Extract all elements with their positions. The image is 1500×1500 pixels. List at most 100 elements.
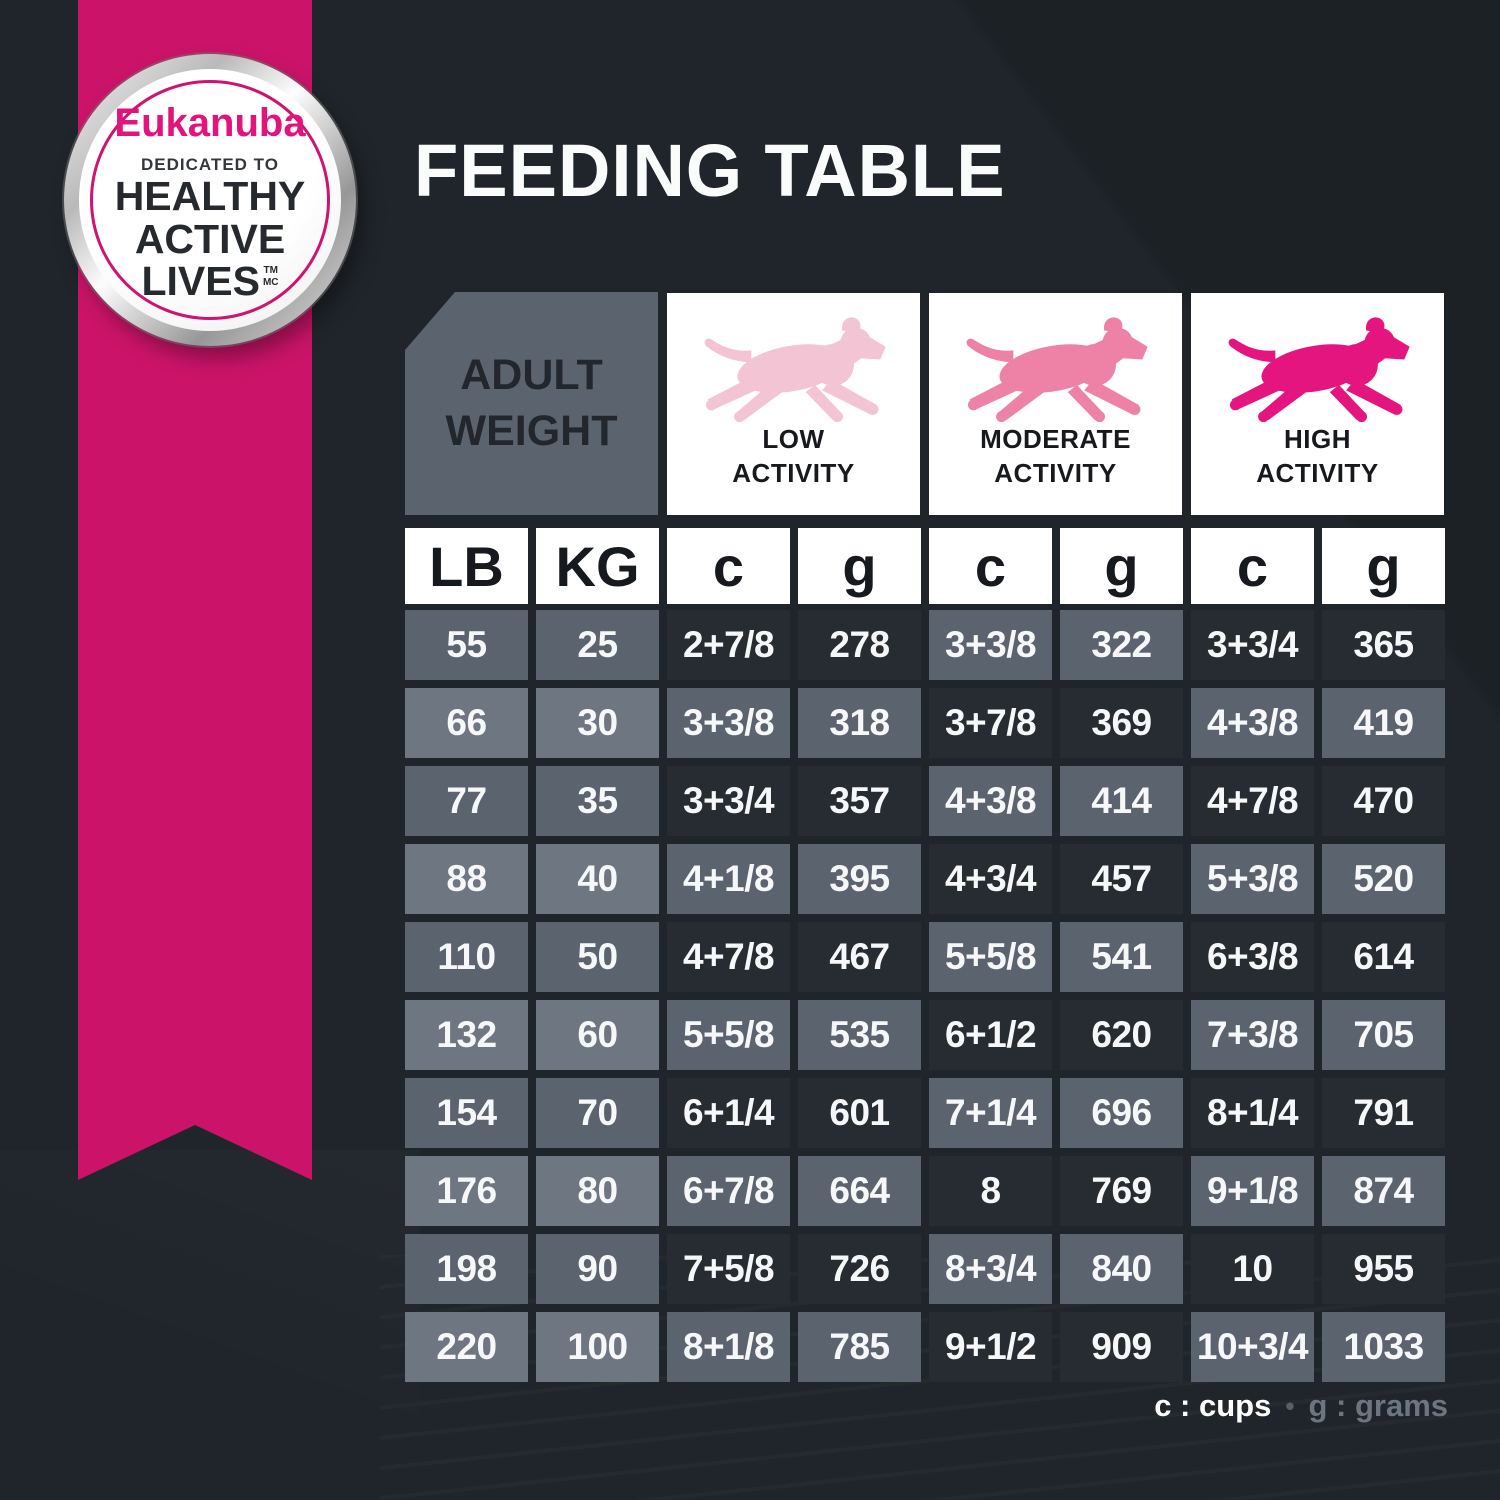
feeding-cell-r8-c1: 176 xyxy=(405,1156,528,1226)
feeding-cell-r5-c5: 5+5/8 xyxy=(929,922,1052,992)
feeding-cell-r8-c5: 8 xyxy=(929,1156,1052,1226)
feeding-cell-r2-c7: 4+3/8 xyxy=(1191,688,1314,758)
feeding-cell-r9-c6: 840 xyxy=(1060,1234,1183,1304)
feeding-data-grid: 55 25 2+7/8 278 3+3/8 322 3+3/4 365 66 30 3+3/8 318… xyxy=(405,610,1445,1382)
feeding-cell-r1-c6: 322 xyxy=(1060,610,1183,680)
feeding-cell-r9-c7: 10 xyxy=(1191,1234,1314,1304)
feeding-cell-r5-c8: 614 xyxy=(1322,922,1445,992)
feeding-cell-r4-c3: 4+1/8 xyxy=(667,844,790,914)
badge-pink-ring xyxy=(90,80,330,320)
feeding-cell-r2-c8: 419 xyxy=(1322,688,1445,758)
feeding-cell-r4-c5: 4+3/4 xyxy=(929,844,1052,914)
adult-weight-line2: WEIGHT xyxy=(445,406,618,455)
feeding-cell-r8-c2: 80 xyxy=(536,1156,659,1226)
feeding-cell-r9-c2: 90 xyxy=(536,1234,659,1304)
feeding-cell-r2-c3: 3+3/8 xyxy=(667,688,790,758)
running-dog-icon xyxy=(1228,317,1410,423)
feeding-cell-r5-c2: 50 xyxy=(536,922,659,992)
feeding-cell-r6-c8: 705 xyxy=(1322,1000,1445,1070)
brand-badge: Eukanuba DEDICATED TO HEALTHY ACTIVE LIV… xyxy=(64,54,356,346)
feeding-cell-r9-c8: 955 xyxy=(1322,1234,1445,1304)
unit-header-grams-moderate: g xyxy=(1060,528,1183,604)
feeding-cell-r9-c4: 726 xyxy=(798,1234,921,1304)
feeding-cell-r1-c8: 365 xyxy=(1322,610,1445,680)
feeding-cell-r7-c8: 791 xyxy=(1322,1078,1445,1148)
feeding-cell-r10-c6: 909 xyxy=(1060,1312,1183,1382)
legend: c : cups • g : grams xyxy=(1154,1388,1448,1424)
badge-active-text: ACTIVE xyxy=(134,215,286,262)
unit-header-grams-high: g xyxy=(1322,528,1445,604)
feeding-cell-r3-c8: 470 xyxy=(1322,766,1445,836)
feeding-cell-r1-c7: 3+3/4 xyxy=(1191,610,1314,680)
feeding-cell-r5-c7: 6+3/8 xyxy=(1191,922,1314,992)
unit-header-cups-high: c xyxy=(1191,528,1314,604)
badge-lives-word: LIVES xyxy=(141,258,260,305)
running-dog-icon xyxy=(704,317,886,423)
feeding-cell-r5-c4: 467 xyxy=(798,922,921,992)
feeding-cell-r9-c3: 7+5/8 xyxy=(667,1234,790,1304)
feeding-cell-r8-c6: 769 xyxy=(1060,1156,1183,1226)
feeding-cell-r9-c1: 198 xyxy=(405,1234,528,1304)
feeding-cell-r5-c1: 110 xyxy=(405,922,528,992)
running-dog-icon xyxy=(966,317,1148,423)
feeding-cell-r7-c7: 8+1/4 xyxy=(1191,1078,1314,1148)
badge-healthy-text: HEALTHY xyxy=(114,173,306,220)
adult-weight-line1: ADULT xyxy=(460,350,603,399)
feeding-cell-r7-c1: 154 xyxy=(405,1078,528,1148)
feeding-cell-r6-c2: 60 xyxy=(536,1000,659,1070)
feeding-cell-r2-c6: 369 xyxy=(1060,688,1183,758)
legend-cups: c : cups xyxy=(1154,1388,1272,1423)
feeding-cell-r1-c1: 55 xyxy=(405,610,528,680)
feeding-cell-r10-c3: 8+1/8 xyxy=(667,1312,790,1382)
activity-label-moderate: MODERATE ACTIVITY xyxy=(980,424,1131,488)
unit-header-lb: LB xyxy=(405,528,528,604)
feeding-cell-r3-c1: 77 xyxy=(405,766,528,836)
feeding-cell-r10-c2: 100 xyxy=(536,1312,659,1382)
feeding-cell-r9-c5: 8+3/4 xyxy=(929,1234,1052,1304)
unit-header-cups-low: c xyxy=(667,528,790,604)
badge-lives-text: LIVES TM MC xyxy=(141,260,278,303)
feeding-cell-r10-c7: 10+3/4 xyxy=(1191,1312,1314,1382)
feeding-cell-r3-c2: 35 xyxy=(536,766,659,836)
feeding-cell-r7-c4: 601 xyxy=(798,1078,921,1148)
legend-grams: g : grams xyxy=(1308,1388,1448,1423)
feeding-cell-r8-c7: 9+1/8 xyxy=(1191,1156,1314,1226)
feeding-cell-r6-c5: 6+1/2 xyxy=(929,1000,1052,1070)
feeding-cell-r1-c3: 2+7/8 xyxy=(667,610,790,680)
feeding-cell-r4-c1: 88 xyxy=(405,844,528,914)
feeding-cell-r5-c6: 541 xyxy=(1060,922,1183,992)
feeding-cell-r5-c3: 4+7/8 xyxy=(667,922,790,992)
feeding-cell-r3-c7: 4+7/8 xyxy=(1191,766,1314,836)
feeding-cell-r10-c4: 785 xyxy=(798,1312,921,1382)
feeding-cell-r4-c2: 40 xyxy=(536,844,659,914)
trademark-mark: TM MC xyxy=(262,265,279,288)
feeding-cell-r4-c6: 457 xyxy=(1060,844,1183,914)
feeding-cell-r1-c4: 278 xyxy=(798,610,921,680)
feeding-cell-r4-c8: 520 xyxy=(1322,844,1445,914)
feeding-cell-r3-c4: 357 xyxy=(798,766,921,836)
feeding-cell-r3-c6: 414 xyxy=(1060,766,1183,836)
feeding-cell-r3-c3: 3+3/4 xyxy=(667,766,790,836)
unit-header-row: LB KG c g c g c g xyxy=(405,528,1445,604)
feeding-cell-r2-c4: 318 xyxy=(798,688,921,758)
feeding-cell-r2-c5: 3+7/8 xyxy=(929,688,1052,758)
feeding-cell-r10-c1: 220 xyxy=(405,1312,528,1382)
feeding-cell-r7-c2: 70 xyxy=(536,1078,659,1148)
feeding-cell-r8-c3: 6+7/8 xyxy=(667,1156,790,1226)
adult-weight-header: ADULT WEIGHT xyxy=(405,292,658,515)
feeding-cell-r4-c4: 395 xyxy=(798,844,921,914)
feeding-cell-r8-c4: 664 xyxy=(798,1156,921,1226)
unit-header-cups-moderate: c xyxy=(929,528,1052,604)
feeding-cell-r2-c2: 30 xyxy=(536,688,659,758)
activity-header-low: LOW ACTIVITY xyxy=(667,293,920,515)
feeding-cell-r7-c6: 696 xyxy=(1060,1078,1183,1148)
legend-separator-dot: • xyxy=(1285,1390,1295,1421)
badge-dedicated-text: DEDICATED TO xyxy=(141,155,279,175)
feeding-cell-r6-c4: 535 xyxy=(798,1000,921,1070)
activity-label-low: LOW ACTIVITY xyxy=(732,424,855,488)
feeding-cell-r8-c8: 874 xyxy=(1322,1156,1445,1226)
feeding-cell-r3-c5: 4+3/8 xyxy=(929,766,1052,836)
unit-header-kg: KG xyxy=(536,528,659,604)
feeding-cell-r6-c3: 5+5/8 xyxy=(667,1000,790,1070)
feeding-cell-r7-c5: 7+1/4 xyxy=(929,1078,1052,1148)
